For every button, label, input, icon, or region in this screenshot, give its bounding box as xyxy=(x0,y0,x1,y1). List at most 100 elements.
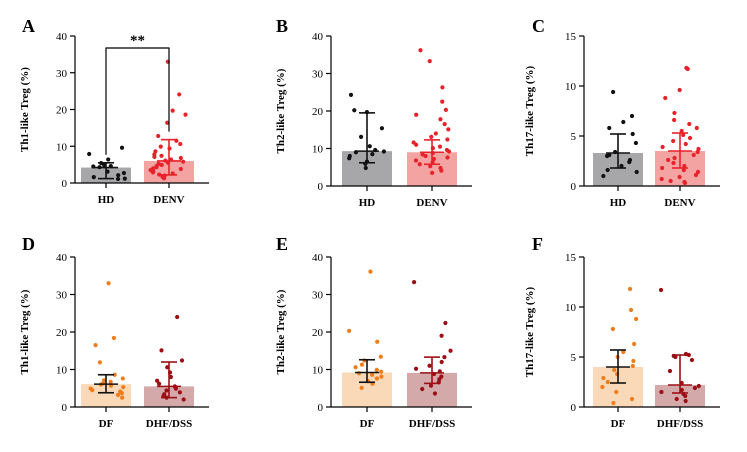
data-point xyxy=(448,348,453,353)
data-point xyxy=(605,379,610,385)
y-tick-label: 10 xyxy=(56,365,68,377)
significance-bracket xyxy=(105,47,170,155)
data-point xyxy=(374,367,379,372)
data-point xyxy=(119,391,124,396)
data-point xyxy=(363,165,368,171)
data-point xyxy=(379,374,384,379)
y-tick-label: 30 xyxy=(56,290,68,302)
chart-panel-a: A Th1-like Treg (%) 0 10 20 30 40 HD DENV ** xyxy=(19,16,209,206)
panel-letter: E xyxy=(276,234,288,254)
y-axis-label: Th17-like Treg (%) xyxy=(524,65,536,156)
data-point xyxy=(150,170,156,175)
data-point xyxy=(116,173,121,178)
data-point xyxy=(93,343,98,348)
data-point xyxy=(621,349,626,355)
y-tick-label: 0 xyxy=(62,402,68,414)
data-point xyxy=(429,134,434,139)
y-axis-label: Th2-like Treg (%) xyxy=(275,289,287,374)
data-point xyxy=(156,133,161,139)
data-point xyxy=(440,99,445,104)
data-point xyxy=(681,132,686,138)
data-point xyxy=(428,383,434,388)
data-point xyxy=(600,384,605,390)
y-tick-label: 40 xyxy=(312,252,324,264)
y-tick-label: 15 xyxy=(565,31,577,43)
category-label: DHF/DSS xyxy=(409,418,455,430)
data-point xyxy=(156,381,162,386)
y-tick-label: 40 xyxy=(312,31,324,43)
data-point xyxy=(379,369,384,374)
data-point xyxy=(347,328,352,333)
data-point xyxy=(120,395,125,400)
data-point xyxy=(685,66,690,72)
data-point xyxy=(659,389,664,395)
category-label: DHF/DSS xyxy=(146,418,192,430)
data-point xyxy=(152,154,157,160)
data-point xyxy=(442,355,447,360)
data-point xyxy=(691,152,696,158)
data-point xyxy=(378,354,383,359)
data-point xyxy=(431,156,436,162)
data-point xyxy=(170,108,175,113)
y-tick-label: 0 xyxy=(318,181,324,193)
data-point xyxy=(375,339,380,344)
data-point xyxy=(158,144,163,149)
data-point xyxy=(348,92,354,97)
bar-dhf-dss xyxy=(655,385,705,407)
data-point xyxy=(666,157,671,163)
data-point xyxy=(438,117,443,122)
y-tick-label: 20 xyxy=(56,327,68,339)
data-point xyxy=(427,59,432,64)
panel-letter: C xyxy=(532,16,545,36)
data-point xyxy=(115,392,121,398)
data-point xyxy=(91,175,96,180)
data-point xyxy=(689,357,695,363)
data-point xyxy=(423,153,428,159)
data-point xyxy=(427,363,432,368)
y-tick-label: 10 xyxy=(565,302,577,314)
y-tick-label: 5 xyxy=(571,131,577,143)
data-point xyxy=(612,367,617,373)
data-point xyxy=(611,400,616,406)
data-point xyxy=(178,155,183,161)
data-point xyxy=(183,112,188,117)
y-tick-label: 10 xyxy=(56,141,68,153)
data-point xyxy=(677,174,682,180)
data-point xyxy=(621,119,626,125)
data-point xyxy=(418,48,423,53)
data-point xyxy=(694,125,699,131)
data-point xyxy=(443,107,449,112)
data-point xyxy=(631,358,636,364)
data-point xyxy=(601,173,606,179)
data-point xyxy=(629,113,635,119)
category-label: DF xyxy=(611,418,626,430)
data-point xyxy=(692,385,698,391)
data-point xyxy=(627,159,632,165)
significance-label: ** xyxy=(130,33,145,49)
data-point xyxy=(634,316,639,322)
y-tick-label: 40 xyxy=(56,31,68,43)
data-point xyxy=(686,352,691,358)
data-point xyxy=(112,372,117,377)
data-point xyxy=(413,366,419,371)
data-point xyxy=(682,180,688,186)
category-label: HD xyxy=(610,197,627,209)
data-point xyxy=(446,149,452,154)
data-point xyxy=(683,393,688,399)
data-point xyxy=(164,388,169,393)
y-tick-label: 20 xyxy=(312,106,324,118)
data-point xyxy=(178,141,183,147)
data-point xyxy=(381,149,387,154)
data-point xyxy=(446,127,451,132)
data-point xyxy=(374,376,380,381)
data-point xyxy=(161,176,167,181)
data-point xyxy=(682,163,687,169)
data-point xyxy=(696,383,701,389)
data-point xyxy=(673,354,678,360)
data-point xyxy=(605,167,610,173)
data-point xyxy=(660,165,665,171)
data-point xyxy=(681,167,686,173)
data-point xyxy=(121,385,126,390)
data-point xyxy=(614,389,619,395)
